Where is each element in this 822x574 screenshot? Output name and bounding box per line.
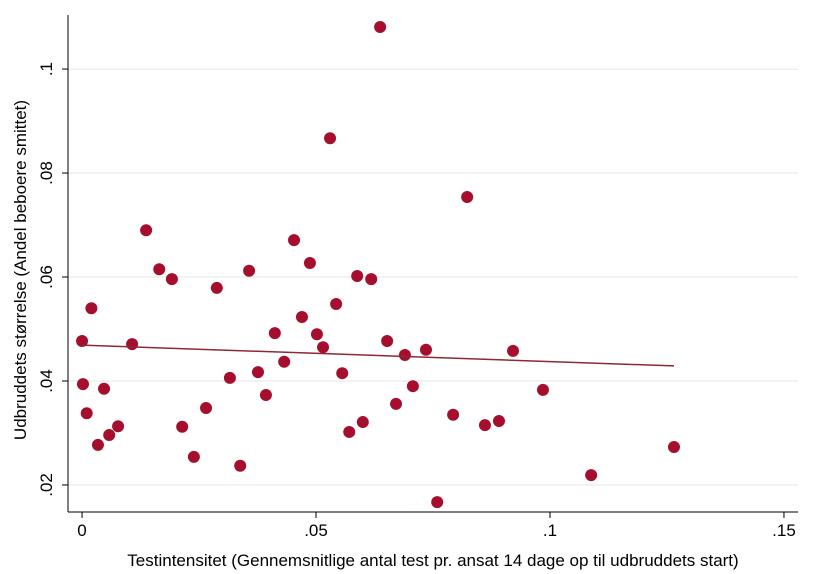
x-tick-label: 0 (77, 521, 86, 540)
point (303, 256, 316, 269)
point (585, 469, 598, 482)
point (447, 408, 460, 421)
point (374, 20, 387, 33)
point (390, 397, 403, 410)
point (187, 450, 200, 463)
point (536, 383, 549, 396)
point (91, 438, 104, 451)
point (330, 298, 343, 311)
fit-line (82, 344, 675, 367)
x-tick-label: .15 (772, 521, 796, 540)
y-tick-label: .1 (37, 62, 56, 76)
point (478, 419, 491, 432)
point (310, 328, 323, 341)
point (343, 425, 356, 438)
point (126, 338, 139, 351)
point (210, 281, 223, 294)
point (324, 132, 337, 145)
y-axis-title: Udbruddets størrelse (Andel beboere smit… (11, 100, 30, 440)
point (351, 269, 364, 282)
point (356, 416, 369, 429)
point (431, 496, 444, 509)
point (165, 273, 178, 286)
point (667, 441, 680, 454)
point (98, 382, 111, 395)
point (295, 311, 308, 324)
x-tick-label: .1 (543, 521, 557, 540)
point (461, 190, 474, 203)
point (365, 273, 378, 286)
point (398, 348, 411, 361)
point (317, 341, 330, 354)
point (406, 380, 419, 393)
point (223, 371, 236, 384)
point (140, 224, 153, 237)
point (80, 407, 93, 420)
point (259, 389, 272, 402)
point (76, 334, 89, 347)
x-axis-title: Testintensitet (Gennemsnitlige antal tes… (127, 551, 738, 570)
point (381, 334, 394, 347)
point (176, 420, 189, 433)
point (278, 355, 291, 368)
point (234, 459, 247, 472)
point (288, 234, 301, 247)
point (251, 366, 264, 379)
point (103, 429, 116, 442)
point (507, 344, 520, 357)
point (419, 343, 432, 356)
point (243, 264, 256, 277)
y-tick-label: .02 (37, 473, 56, 497)
point (268, 327, 281, 340)
y-tick-label: .08 (37, 161, 56, 185)
point (85, 302, 98, 315)
point (336, 367, 349, 380)
point (200, 402, 213, 415)
point (76, 378, 89, 391)
point (153, 263, 166, 276)
y-tick-label: .06 (37, 265, 56, 289)
point (112, 420, 125, 433)
y-tick-label: .04 (37, 369, 56, 393)
x-tick-label: .05 (304, 521, 328, 540)
point (492, 415, 505, 428)
